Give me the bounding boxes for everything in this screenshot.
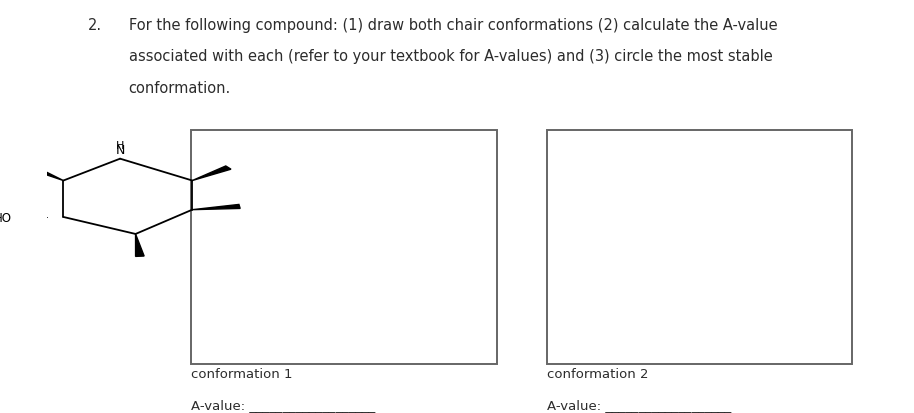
Polygon shape (192, 166, 231, 180)
Text: associated with each (refer to your textbook for A-values) and (3) circle the mo: associated with each (refer to your text… (129, 50, 772, 64)
Polygon shape (192, 204, 240, 210)
Text: A-value: ___________________: A-value: ___________________ (547, 399, 731, 412)
Text: conformation 1: conformation 1 (191, 368, 292, 381)
Text: For the following compound: (1) draw both chair conformations (2) calculate the : For the following compound: (1) draw bot… (129, 18, 777, 33)
Text: HO: HO (0, 212, 12, 225)
Polygon shape (135, 234, 144, 256)
Bar (191, 130, 496, 364)
Text: conformation.: conformation. (129, 81, 231, 96)
Text: N: N (115, 144, 125, 157)
Text: H: H (116, 140, 124, 151)
Polygon shape (27, 165, 63, 180)
Text: A-value: ___________________: A-value: ___________________ (191, 399, 376, 412)
Bar (547, 130, 852, 364)
Text: conformation 2: conformation 2 (547, 368, 649, 381)
Text: 2.: 2. (89, 18, 102, 33)
